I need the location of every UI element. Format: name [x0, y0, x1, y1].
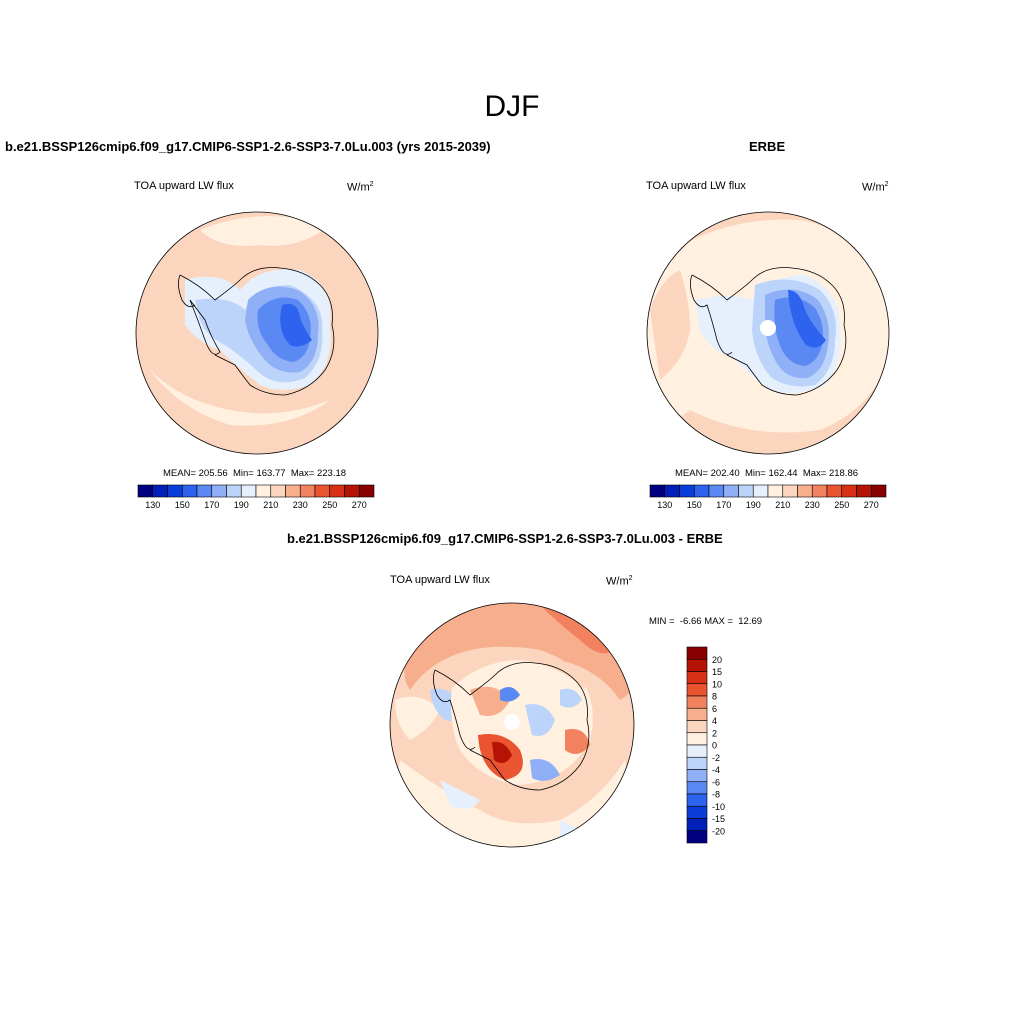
- diff-colorbar-tick-label: 8: [712, 692, 717, 702]
- diff-colorbar-tick-label: 10: [712, 679, 722, 689]
- diff-colorbar-tick-label: -20: [712, 826, 725, 836]
- diff-units-label: W/m2: [606, 575, 633, 588]
- diff-colorbar-tick-label: 15: [712, 667, 722, 677]
- diff-colorbar-swatch: [686, 805, 708, 819]
- diff-colorbar-swatch: [686, 671, 708, 685]
- obs-colorbar-swatch: [870, 484, 887, 498]
- model-units-label: W/m2: [347, 181, 374, 194]
- diff-colorbar-swatch: [686, 756, 708, 770]
- diff-colorbar-swatch: [686, 658, 708, 672]
- model-stats: MEAN= 205.56 Min= 163.77 Max= 223.18: [163, 468, 347, 479]
- obs-variable-label: TOA upward LW flux: [646, 180, 746, 192]
- model-colorbar-tick-label: 270: [352, 500, 367, 510]
- model-colorbar-tick-label: 170: [204, 500, 219, 510]
- model-panel-title: b.e21.BSSP126cmip6.f09_g17.CMIP6-SSP1-2.…: [5, 139, 491, 154]
- model-colorbar-tick-label: 130: [145, 500, 160, 510]
- diff-colorbar-tick-label: -2: [712, 753, 720, 763]
- obs-colorbar-tick-label: 210: [775, 500, 790, 510]
- obs-colorbar-tick-label: 170: [716, 500, 731, 510]
- model-variable-label: TOA upward LW flux: [134, 180, 234, 192]
- diff-minmax: MIN = -6.66 MAX = 12.69: [649, 616, 763, 627]
- obs-colorbar-tick-label: 270: [864, 500, 879, 510]
- diff-colorbar-swatch: [686, 695, 708, 709]
- diff-colorbar-tick-label: -15: [712, 814, 725, 824]
- diff-colorbar-swatch: [686, 818, 708, 832]
- diff-colorbar-swatch: [686, 830, 708, 844]
- diff-colorbar-swatch: [686, 720, 708, 734]
- diff-colorbar-swatch: [686, 646, 708, 660]
- diff-colorbar-swatch: [686, 683, 708, 697]
- diff-colorbar-swatch: [686, 769, 708, 783]
- diff-colorbar-tick-label: -8: [712, 790, 720, 800]
- model-colorbar-tick-label: 230: [293, 500, 308, 510]
- model-colorbar-tick-label: 210: [263, 500, 278, 510]
- obs-colorbar-tick-label: 130: [657, 500, 672, 510]
- diff-colorbar-swatch: [686, 707, 708, 721]
- obs-colorbar-tick-label: 250: [834, 500, 849, 510]
- obs-panel-title: ERBE: [749, 139, 786, 154]
- diff-colorbar-tick-label: 2: [712, 728, 717, 738]
- diff-colorbar-tick-label: 4: [712, 716, 717, 726]
- obs-stats: MEAN= 202.40 Min= 162.44 Max= 218.86: [675, 468, 859, 479]
- diff-colorbar-swatch: [686, 732, 708, 746]
- diff-colorbar-tick-label: -4: [712, 765, 720, 775]
- obs-colorbar-tick-label: 150: [687, 500, 702, 510]
- diff-colorbar-tick-label: -6: [712, 777, 720, 787]
- diff-variable-label: TOA upward LW flux: [390, 574, 490, 586]
- model-colorbar-tick-label: 190: [234, 500, 249, 510]
- diff-colorbar-tick-label: 20: [712, 655, 722, 665]
- model-colorbar-tick-label: 250: [322, 500, 337, 510]
- diff-colorbar-swatch: [686, 793, 708, 807]
- diff-colorbar-tick-label: 0: [712, 741, 717, 751]
- diff-colorbar-swatch: [686, 781, 708, 795]
- diff-colorbar-tick-label: 6: [712, 704, 717, 714]
- obs-colorbar-tick-label: 190: [746, 500, 761, 510]
- model-colorbar-tick-label: 150: [175, 500, 190, 510]
- diff-panel-title: b.e21.BSSP126cmip6.f09_g17.CMIP6-SSP1-2.…: [287, 531, 723, 546]
- figure-title: DJF: [484, 90, 540, 123]
- model-colorbar-swatch: [358, 484, 375, 498]
- diff-colorbar-swatch: [686, 744, 708, 758]
- diff-colorbar-tick-label: -10: [712, 802, 725, 812]
- obs-colorbar-tick-label: 230: [805, 500, 820, 510]
- obs-units-label: W/m2: [862, 181, 889, 194]
